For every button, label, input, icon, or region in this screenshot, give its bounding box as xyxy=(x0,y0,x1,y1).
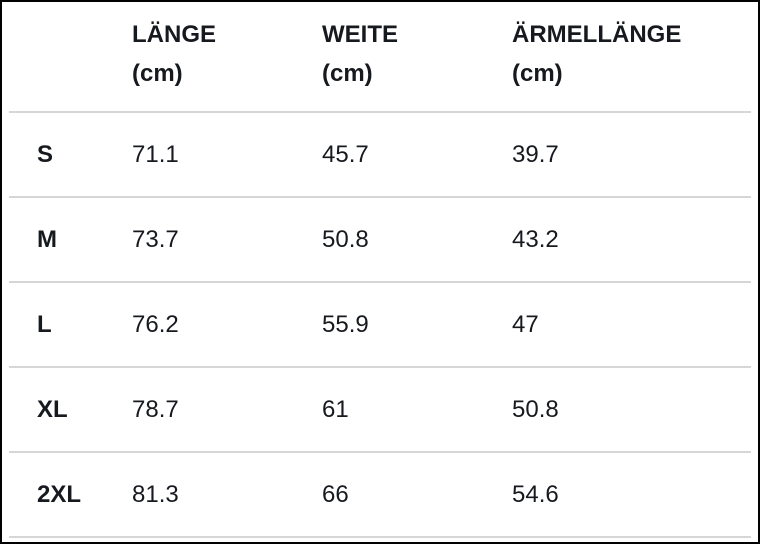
size-cell: L xyxy=(37,310,52,338)
aermellaenge-value: 54.6 xyxy=(512,480,559,508)
column-header-laenge-unit: (cm) xyxy=(132,60,183,87)
aermellaenge-value: 50.8 xyxy=(512,395,559,423)
table-row-l: L 76.2 55.9 47 xyxy=(9,283,751,368)
column-header-weite-unit: (cm) xyxy=(322,60,373,87)
laenge-value: 78.7 xyxy=(132,395,179,423)
laenge-value: 76.2 xyxy=(132,310,179,338)
weite-value: 55.9 xyxy=(322,310,369,338)
column-header-laenge-label: LÄNGE xyxy=(132,21,216,48)
table-row-xl: XL 78.7 61 50.8 xyxy=(9,368,751,453)
column-header-weite-label: WEITE xyxy=(322,21,398,48)
column-header-laenge: LÄNGE (cm) xyxy=(132,15,322,93)
size-cell: 2XL xyxy=(37,480,82,508)
table-header-row: LÄNGE (cm) WEITE (cm) ÄRMELLÄNGE (cm) xyxy=(9,2,751,113)
table-row-2xl: 2XL 81.3 66 54.6 xyxy=(9,453,751,538)
column-header-aermellaenge-label: ÄRMELLÄNGE xyxy=(512,21,682,48)
weite-value: 45.7 xyxy=(322,140,369,168)
weite-value: 66 xyxy=(322,480,349,508)
laenge-value: 73.7 xyxy=(132,225,179,253)
aermellaenge-value: 39.7 xyxy=(512,140,559,168)
laenge-value: 81.3 xyxy=(132,480,179,508)
column-header-weite: WEITE (cm) xyxy=(322,15,512,93)
column-header-aermellaenge-unit: (cm) xyxy=(512,60,563,87)
weite-value: 50.8 xyxy=(322,225,369,253)
table-row-s: S 71.1 45.7 39.7 xyxy=(9,113,751,198)
table-row-m: M 73.7 50.8 43.2 xyxy=(9,198,751,283)
weite-value: 61 xyxy=(322,395,349,423)
size-cell: M xyxy=(37,225,57,253)
size-cell: XL xyxy=(37,395,68,423)
size-cell: S xyxy=(37,140,54,168)
column-header-aermellaenge: ÄRMELLÄNGE (cm) xyxy=(512,15,751,93)
aermellaenge-value: 47 xyxy=(512,310,539,338)
aermellaenge-value: 43.2 xyxy=(512,225,559,253)
laenge-value: 71.1 xyxy=(132,140,179,168)
